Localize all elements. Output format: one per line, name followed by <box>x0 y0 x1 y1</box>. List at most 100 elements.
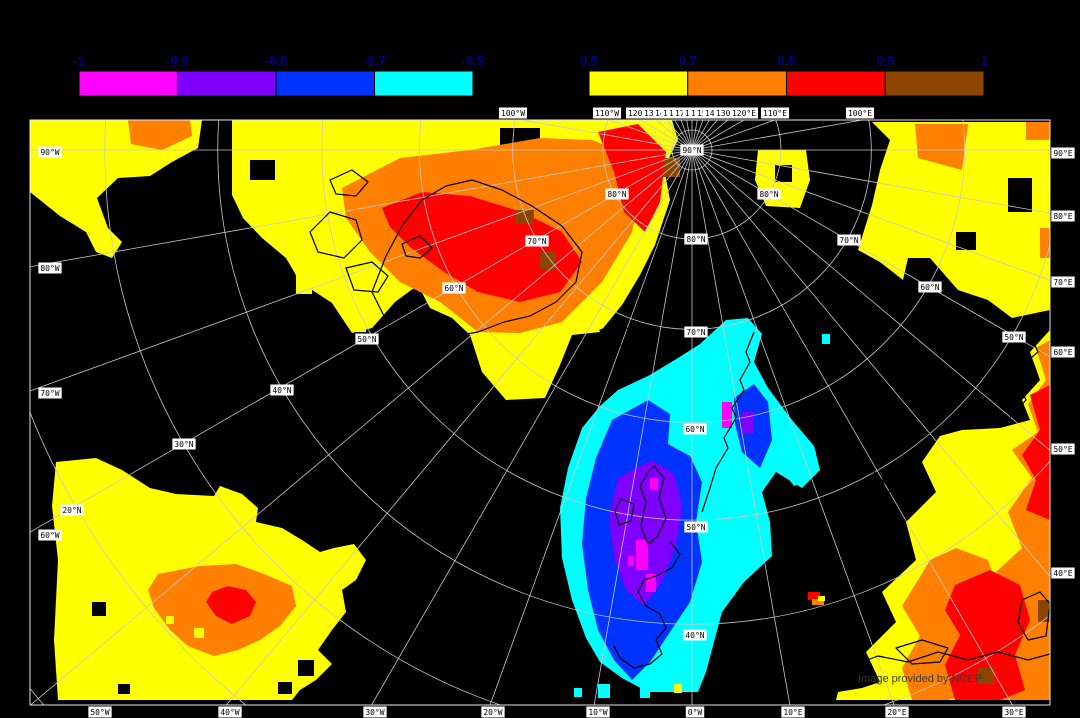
map-label: 110°W <box>595 109 619 118</box>
grid-meridian <box>30 149 693 268</box>
map-labels: 100°W110°W120°W130°W140°W150°W160°W170°W… <box>38 107 1075 718</box>
map-label: 10°E <box>783 708 802 717</box>
cb-pos-segment-2 <box>786 70 886 97</box>
region-neg-magenta-3 <box>650 478 658 490</box>
region-europe-orange-band <box>976 340 1050 700</box>
region-atl-hole-4 <box>118 684 130 694</box>
map-label: 0°W <box>688 708 703 717</box>
region-atl-hole-2 <box>298 660 314 676</box>
map-label: 80°N <box>759 190 778 199</box>
cb-neg-tick: -1 <box>73 53 85 68</box>
region-europe-brown-1 <box>1038 600 1050 622</box>
region-siberia-orange-3 <box>1040 228 1050 258</box>
region-arctic-brown-2 <box>540 252 556 270</box>
map-label: 120°W <box>628 109 652 118</box>
region-neg-cyan-east <box>780 434 816 486</box>
map-label: 120°E <box>732 109 756 118</box>
cb-neg-tick: -0.5 <box>462 53 484 68</box>
map-label: 30°N <box>174 440 193 449</box>
map-label: 50°N <box>357 335 376 344</box>
coastline-france-iberia <box>613 541 681 669</box>
map-label: 50°N <box>686 523 705 532</box>
grid-meridian <box>691 149 1050 214</box>
region-atl-orange-hole-1 <box>194 628 204 638</box>
map-label-box <box>60 504 84 516</box>
cb-pos-tick: 0.5 <box>580 53 598 68</box>
map-border <box>29 119 1051 706</box>
map-label: 110°E <box>763 109 787 118</box>
map-label-box <box>363 706 387 718</box>
map-label-box <box>355 333 379 345</box>
cb-pos-segment-1 <box>687 70 787 97</box>
map-label: 40°W <box>220 708 239 717</box>
cb-neg-segment-3 <box>374 70 474 97</box>
region-neg-cyan-dot-4 <box>574 688 582 697</box>
map-label-box <box>38 262 62 274</box>
map-label-box <box>729 107 759 119</box>
grid-meridian <box>691 149 791 705</box>
map-label: 60°E <box>1053 348 1072 357</box>
map-label-box <box>683 629 707 641</box>
map-label: 100°E <box>848 109 872 118</box>
region-siberia-hole-3 <box>956 232 976 250</box>
grid-meridian <box>691 149 895 705</box>
map-label: 50°N <box>1004 333 1023 342</box>
map-label-box <box>837 234 861 246</box>
map-label: 60°N <box>444 284 463 293</box>
coastline-norway-coast <box>701 331 755 513</box>
map-label: 40°E <box>1053 569 1072 578</box>
region-uk-yellow-dot <box>674 684 682 693</box>
region-greenland-dot <box>352 318 366 332</box>
grid-pole-ring <box>671 129 713 171</box>
coastline-great-britain <box>639 465 667 545</box>
region-siberia-yellow <box>858 122 1050 318</box>
map-label-box <box>685 706 705 718</box>
map-label-box <box>592 107 622 119</box>
region-glyph-orange <box>812 599 824 605</box>
map-label: 30°E <box>1004 708 1023 717</box>
region-nw-yellow <box>30 120 202 258</box>
region-europe-red-2 <box>945 570 1030 700</box>
grid-meridian <box>371 149 693 705</box>
region-arctic-red-streak <box>598 124 666 232</box>
map-label-box <box>683 423 707 435</box>
map-label-box <box>680 144 704 156</box>
coastline-baltic <box>871 469 905 549</box>
map-label-box <box>88 706 112 718</box>
region-neg-cyan-dot-2 <box>598 684 610 698</box>
region-siberia-hole-1 <box>1008 178 1032 212</box>
region-neg-purple-norway <box>742 412 754 434</box>
map-label: 60°W <box>40 531 59 540</box>
map-label-box <box>1051 276 1075 288</box>
coastline-baffin <box>309 211 363 259</box>
region-nw-orange <box>128 120 192 150</box>
map-label: 70°N <box>839 236 858 245</box>
region-atl-hole-3 <box>278 682 292 694</box>
map-label: 80°N <box>686 235 705 244</box>
map-label: 100°W <box>501 109 525 118</box>
region-neg-cyan-dot-1 <box>822 334 830 344</box>
cb-neg-tick: -0.9 <box>166 53 188 68</box>
map-label: 70°N <box>686 328 705 337</box>
grid-meridian <box>30 149 693 533</box>
map-label: 130°E <box>716 109 740 118</box>
region-siberia-orange-1 <box>915 124 968 170</box>
map-label-box <box>1051 210 1075 222</box>
cb-pos-segment-3 <box>884 70 985 97</box>
map-label: 20°E <box>887 708 906 717</box>
region-glyph-red <box>808 592 820 600</box>
grid-meridian <box>593 149 693 705</box>
region-europe-red-1 <box>1022 385 1050 520</box>
map-label-box <box>38 387 62 399</box>
map-label-box <box>586 706 610 718</box>
colorbar-negative: -1 -0.9 -0.8 -0.7 -0.5 <box>73 53 484 97</box>
map-label-box <box>605 188 629 200</box>
map-label: 60°N <box>920 283 939 292</box>
cb-pos-tick: 0.8 <box>777 53 795 68</box>
map-label-box <box>1051 346 1075 358</box>
grid-meridian <box>691 149 1050 358</box>
map-label: 90°E <box>1053 149 1072 158</box>
cb-neg-segment-2 <box>275 70 375 97</box>
map-label-box <box>270 384 294 396</box>
